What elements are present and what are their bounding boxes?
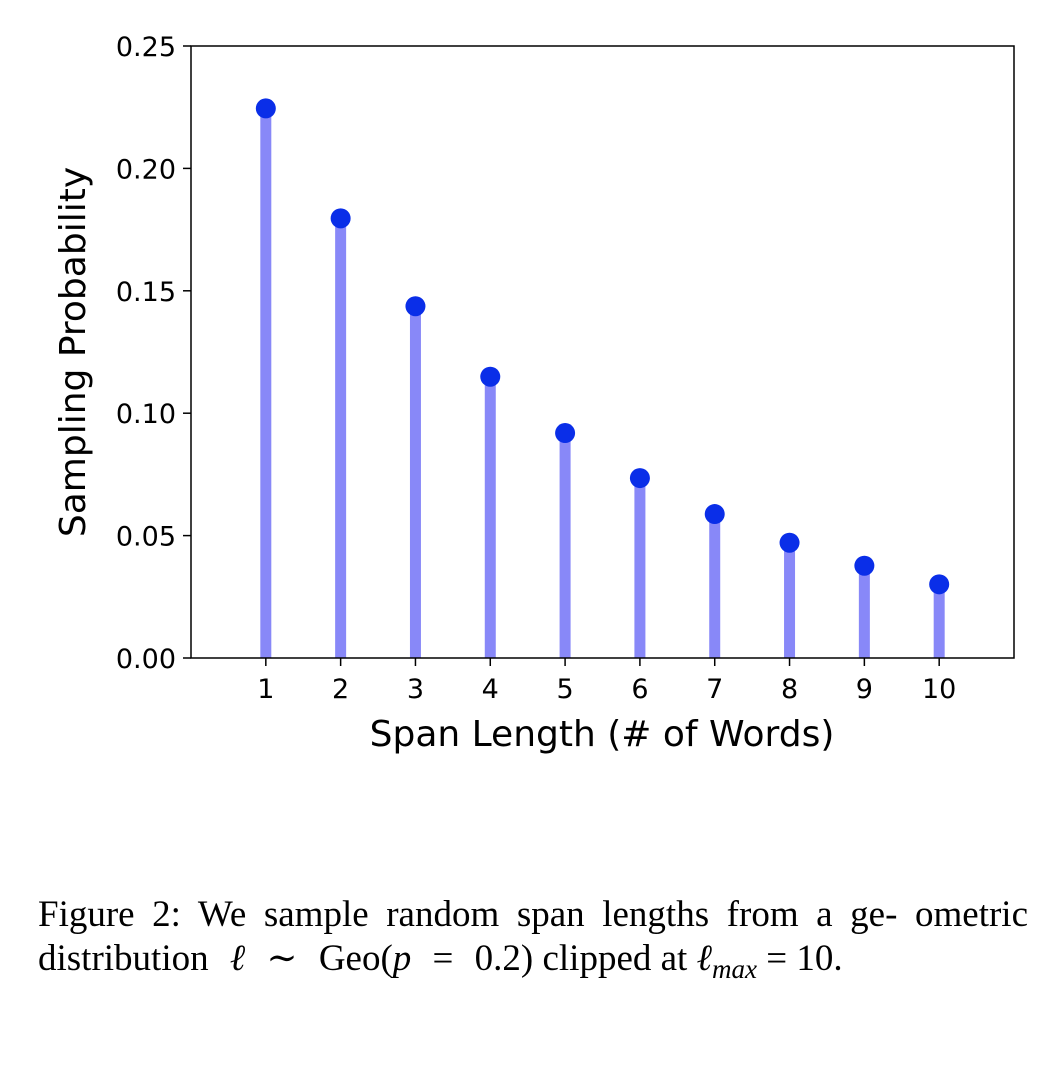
caption-line1: We sample random span lengths from a ge- (197, 894, 898, 935)
stem-marker-7 (704, 504, 725, 525)
caption-p: p (392, 938, 412, 979)
stem-marker-3 (405, 296, 426, 317)
x-axis-label: Span Length (# of Words) (370, 714, 835, 755)
stem-marker-8 (779, 532, 800, 553)
caption-line2a: ometric distribution (38, 894, 1029, 979)
y-tick-label: 0.25 (116, 32, 176, 63)
x-tick-label: 8 (781, 674, 798, 705)
caption-eq: = (432, 938, 454, 979)
caption-sub-max: max (712, 954, 757, 984)
caption-geo: Geo( (318, 938, 393, 979)
x-tick-label: 3 (407, 674, 424, 705)
caption-ell-max: ℓ (696, 938, 713, 979)
y-tick-label: 0.20 (116, 154, 176, 185)
y-tick-label: 0.00 (116, 644, 176, 675)
stem-marker-5 (555, 423, 576, 444)
caption-line2b: clipped at (542, 938, 688, 979)
y-tick-label: 0.10 (116, 399, 176, 430)
caption-sim: ∼ (266, 938, 298, 979)
x-tick-label: 6 (631, 674, 648, 705)
stem-markers (255, 98, 950, 595)
stem-marker-10 (929, 574, 950, 595)
x-tick-label: 4 (482, 674, 499, 705)
caption-ell: ℓ (229, 938, 246, 979)
plot-frame (190, 45, 1015, 659)
x-tick-label: 2 (332, 674, 349, 705)
y-tick-label: 0.15 (116, 277, 176, 308)
stem-marker-9 (854, 555, 875, 576)
stem-marker-1 (255, 98, 276, 119)
stem-lines (260, 108, 945, 658)
x-tick-label: 7 (706, 674, 723, 705)
x-tick-label: 1 (257, 674, 274, 705)
x-tick-label: 10 (922, 674, 956, 705)
y-axis-ticks: 0.00 0.05 0.10 0.15 0.20 0.25 (116, 32, 191, 675)
y-tick-label: 0.05 (116, 522, 176, 553)
caption-val: 0.2) (474, 938, 534, 979)
x-tick-label: 5 (556, 674, 573, 705)
caption-prefix: Figure 2: (38, 894, 181, 935)
stem-chart: 0.00 0.05 0.10 0.15 0.20 0.25 1 2 3 4 5 6 7 8 9 10 Spa… (53, 32, 1015, 755)
caption-line3: = 10. (766, 938, 843, 979)
stem-marker-2 (330, 208, 351, 229)
y-axis-label: Sampling Probability (53, 167, 94, 537)
stem-marker-6 (629, 468, 650, 489)
figure-caption: Figure 2: We sample random span lengths … (38, 893, 1028, 991)
x-tick-label: 9 (856, 674, 873, 705)
x-axis-ticks: 1 2 3 4 5 6 7 8 9 10 (257, 658, 956, 705)
stem-marker-4 (480, 366, 501, 387)
